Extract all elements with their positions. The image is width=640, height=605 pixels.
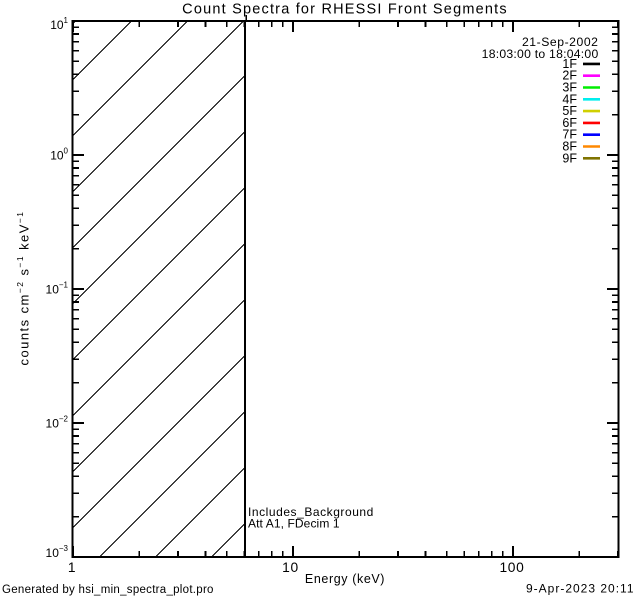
svg-text:Energy (keV): Energy (keV)	[305, 572, 385, 586]
svg-text:9F: 9F	[562, 151, 577, 165]
svg-text:Att A1, FDecim 1: Att A1, FDecim 1	[248, 517, 340, 531]
svg-text:100: 100	[499, 560, 524, 575]
svg-text:1: 1	[68, 560, 76, 575]
svg-text:10: 10	[282, 560, 299, 575]
svg-text:Generated by hsi_min_spectra_p: Generated by hsi_min_spectra_plot.pro	[2, 584, 214, 596]
svg-text:18:03:00 to 18:04:00: 18:03:00 to 18:04:00	[482, 47, 599, 61]
svg-text:9-Apr-2023 20:11: 9-Apr-2023 20:11	[526, 582, 635, 596]
svg-text:Count Spectra for RHESSI Front: Count Spectra for RHESSI Front Segments	[182, 2, 508, 18]
